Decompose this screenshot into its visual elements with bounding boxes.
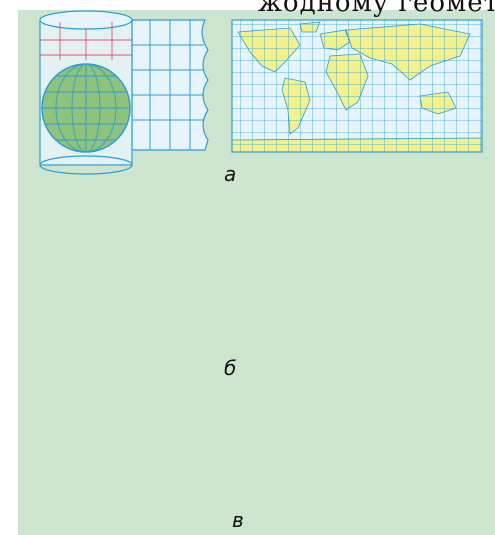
cylindrical-projection xyxy=(39,10,483,175)
label-v: в xyxy=(232,508,244,532)
label-a: а xyxy=(224,162,237,186)
world-map-cylindrical xyxy=(232,20,482,152)
caption-text: жодному геометр xyxy=(258,0,495,18)
label-b: б xyxy=(224,356,237,380)
